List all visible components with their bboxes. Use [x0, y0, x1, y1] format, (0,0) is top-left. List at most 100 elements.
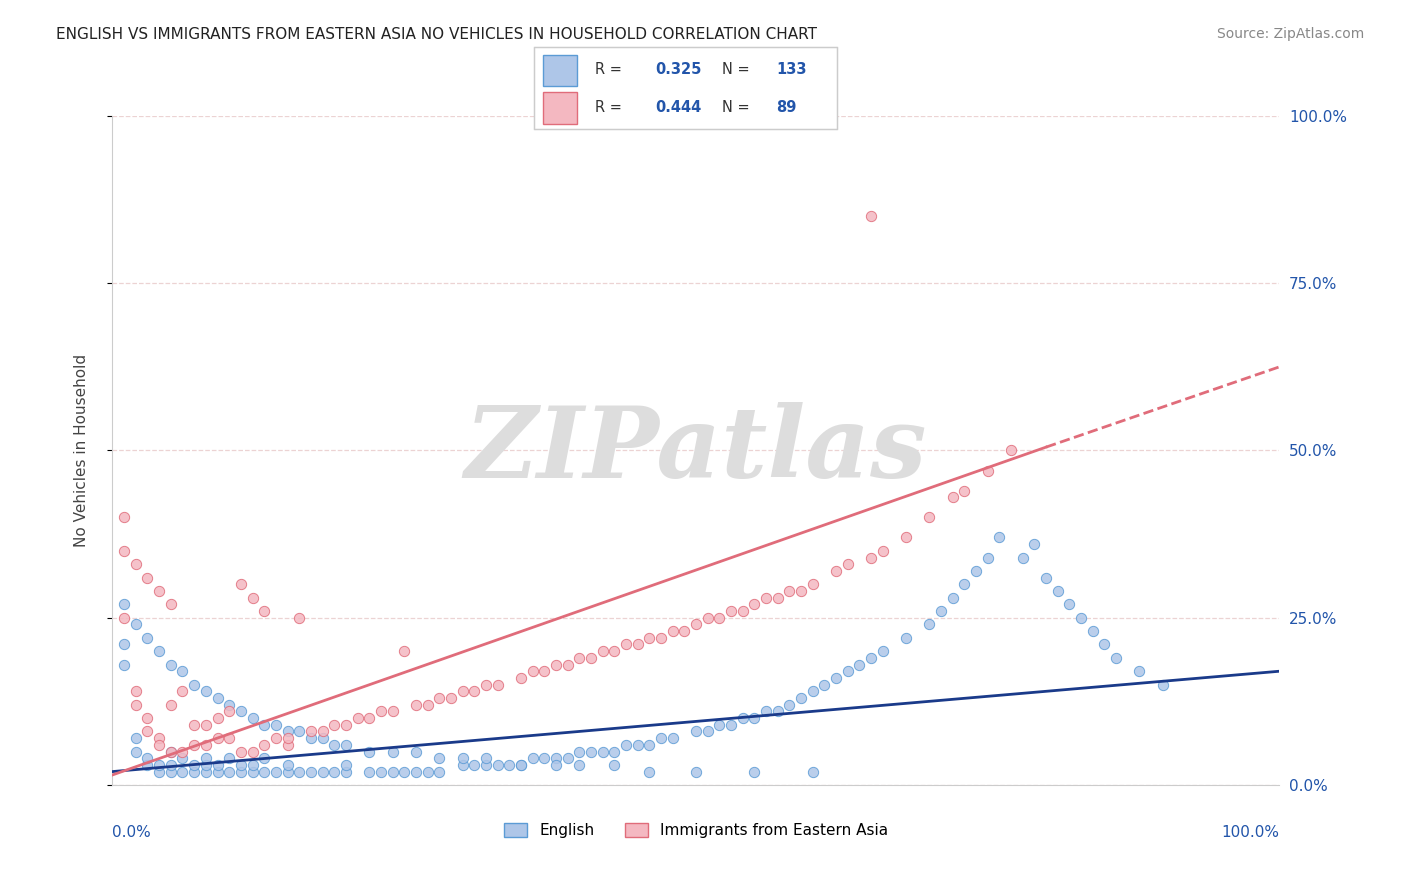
Point: [1059, 598, 1081, 612]
Point: [160, 764, 183, 779]
Point: [125, 557, 148, 572]
Point: [1046, 584, 1069, 599]
Text: 0.0%: 0.0%: [112, 825, 152, 840]
Point: [801, 577, 824, 591]
FancyBboxPatch shape: [543, 54, 576, 86]
Point: [160, 698, 183, 712]
Point: [416, 764, 439, 779]
Point: [475, 751, 498, 765]
Point: [172, 664, 194, 679]
Point: [311, 731, 333, 746]
Point: [359, 711, 381, 725]
Point: [638, 738, 661, 752]
Point: [533, 751, 555, 765]
Point: [755, 705, 778, 719]
Point: [509, 758, 531, 772]
Point: [860, 651, 883, 665]
Point: [381, 705, 404, 719]
Y-axis label: No Vehicles in Household: No Vehicles in Household: [75, 354, 89, 547]
Point: [218, 751, 240, 765]
Point: [860, 210, 883, 224]
Point: [207, 764, 229, 779]
Point: [112, 544, 135, 558]
Point: [183, 738, 205, 752]
Point: [394, 644, 416, 658]
Point: [837, 664, 859, 679]
Point: [1094, 637, 1116, 651]
Point: [370, 705, 392, 719]
Point: [160, 744, 183, 758]
Legend: English, Immigrants from Eastern Asia: English, Immigrants from Eastern Asia: [498, 817, 894, 844]
Point: [207, 711, 229, 725]
Point: [976, 550, 998, 565]
Point: [229, 705, 252, 719]
Point: [509, 671, 531, 685]
Point: [568, 758, 591, 772]
Point: [288, 611, 311, 625]
Point: [942, 591, 965, 605]
Point: [522, 664, 544, 679]
Point: [486, 678, 509, 692]
Point: [218, 764, 240, 779]
Point: [136, 571, 159, 585]
Point: [148, 584, 170, 599]
Point: [790, 584, 813, 599]
Point: [592, 744, 614, 758]
Text: 0.325: 0.325: [655, 62, 702, 77]
Point: [801, 684, 824, 698]
Point: [264, 764, 287, 779]
Point: [311, 764, 333, 779]
Point: [696, 611, 718, 625]
Point: [778, 698, 800, 712]
Point: [614, 738, 637, 752]
Point: [160, 657, 183, 672]
Point: [299, 764, 322, 779]
Point: [125, 731, 148, 746]
Point: [533, 664, 555, 679]
Point: [335, 717, 357, 731]
Point: [744, 711, 766, 725]
Point: [650, 731, 672, 746]
Point: [731, 604, 754, 618]
Point: [731, 711, 754, 725]
Point: [405, 764, 427, 779]
Point: [929, 604, 952, 618]
Point: [638, 631, 661, 645]
Point: [544, 758, 567, 772]
Point: [148, 644, 170, 658]
Point: [194, 738, 217, 752]
Point: [288, 724, 311, 739]
Point: [1152, 678, 1174, 692]
Point: [1024, 537, 1046, 551]
Point: [183, 764, 205, 779]
Point: [148, 764, 170, 779]
Point: [568, 651, 591, 665]
Point: [522, 751, 544, 765]
Point: [661, 624, 683, 639]
Point: [579, 651, 602, 665]
Point: [544, 657, 567, 672]
Point: [370, 764, 392, 779]
Point: [557, 751, 579, 765]
Point: [685, 764, 707, 779]
Point: [194, 764, 217, 779]
Point: [1081, 624, 1104, 639]
Point: [276, 764, 298, 779]
Point: [837, 557, 859, 572]
Point: [918, 617, 941, 632]
Point: [696, 724, 718, 739]
Point: [638, 764, 661, 779]
Point: [323, 717, 346, 731]
Point: [953, 483, 976, 498]
Point: [778, 584, 800, 599]
Text: ENGLISH VS IMMIGRANTS FROM EASTERN ASIA NO VEHICLES IN HOUSEHOLD CORRELATION CHA: ENGLISH VS IMMIGRANTS FROM EASTERN ASIA …: [56, 27, 817, 42]
Point: [557, 657, 579, 672]
Point: [125, 744, 148, 758]
Point: [229, 758, 252, 772]
Point: [264, 731, 287, 746]
Point: [218, 698, 240, 712]
Point: [311, 724, 333, 739]
Point: [661, 731, 683, 746]
Point: [894, 631, 917, 645]
Point: [894, 530, 917, 544]
